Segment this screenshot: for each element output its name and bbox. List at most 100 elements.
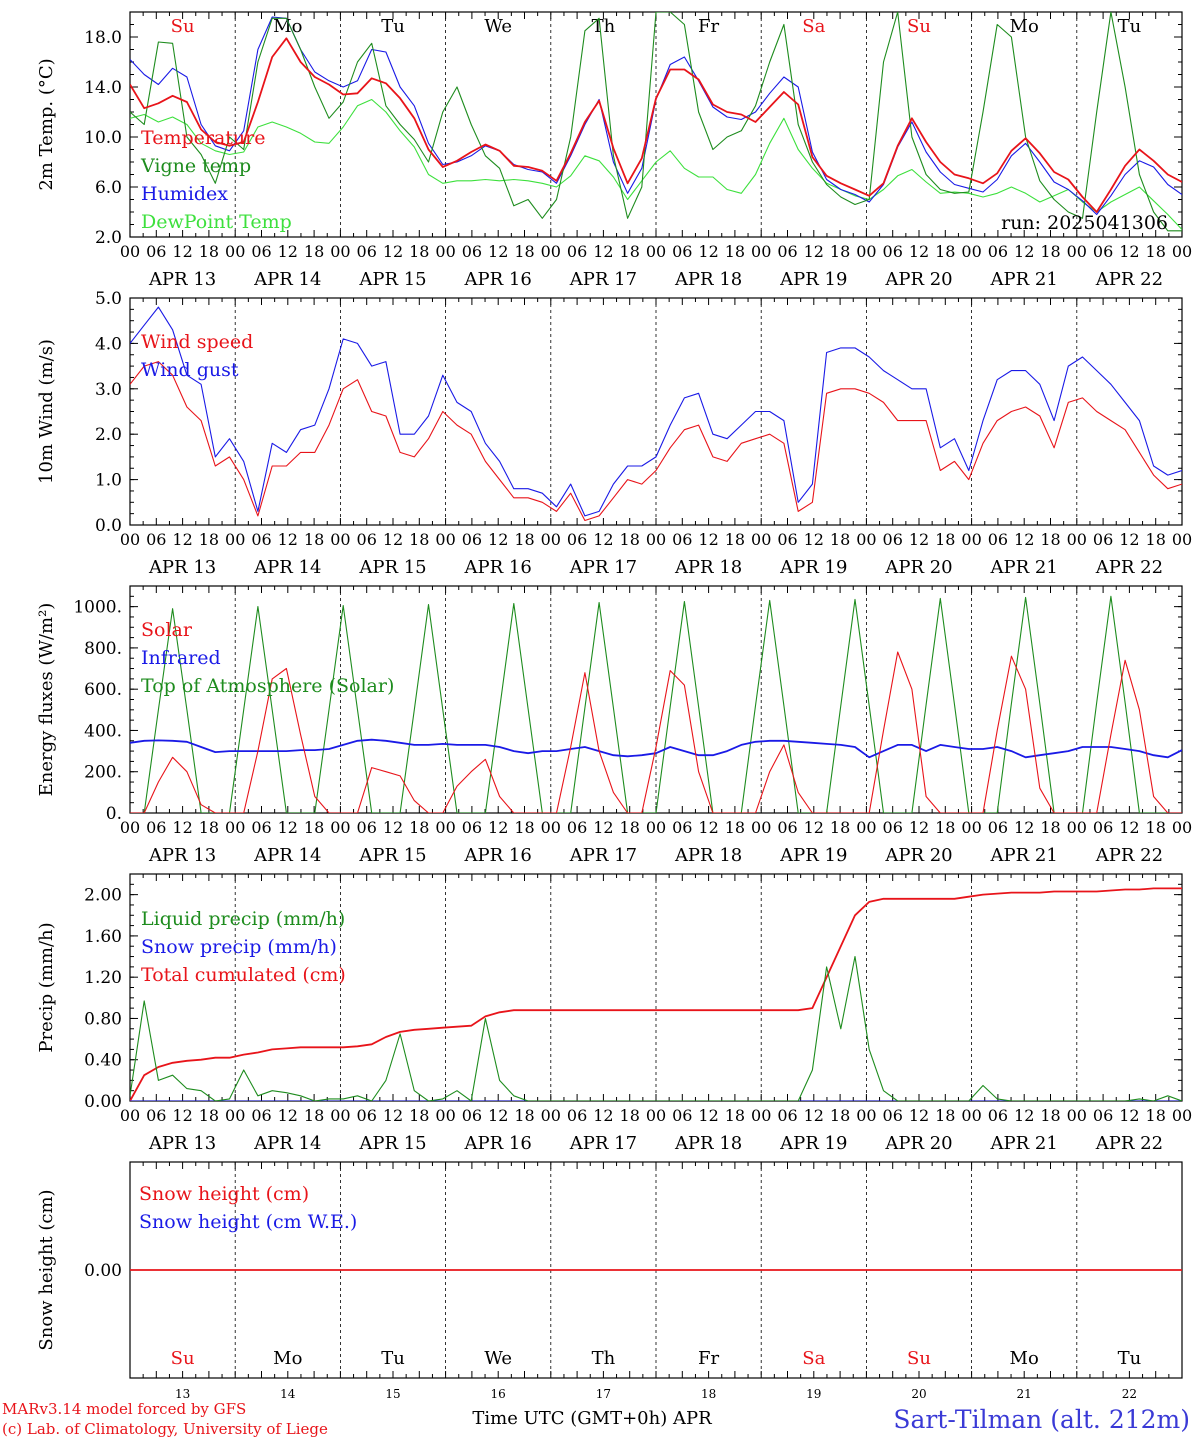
y-tick-label: 4.0 [95, 334, 122, 354]
hour-label: 06 [672, 818, 692, 837]
hour-label: 18 [409, 530, 429, 549]
hour-label: 06 [567, 1106, 587, 1125]
y-axis-label: Snow height (cm) [36, 1189, 57, 1350]
series-line-dewpoint-temp [130, 98, 1182, 230]
legend-entry: DewPoint Temp [141, 211, 292, 233]
y-tick-label: 800. [84, 639, 122, 659]
hour-label: 12 [698, 242, 718, 261]
date-label: APR 14 [253, 269, 321, 290]
date-label: APR 16 [464, 1133, 532, 1154]
hour-label: 18 [1146, 818, 1166, 837]
hour-label: 00 [1067, 242, 1087, 261]
hour-label: 18 [620, 530, 640, 549]
y-tick-label: 3.0 [95, 380, 122, 400]
hour-label: 06 [462, 1106, 482, 1125]
y-axis-label: Energy fluxes (W/m²) [36, 603, 57, 797]
legend-entry: Liquid precip (mm/h) [141, 908, 345, 930]
hour-label: 06 [988, 818, 1008, 837]
y-tick-label: 400. [84, 721, 122, 741]
y-tick-label: 10.0 [84, 128, 122, 148]
hour-label: 12 [278, 242, 298, 261]
temperature-panel: 2.0 6.0 10.0 14.0 18.0 2m Temp. (°C) 00 06 12 18 A… [36, 11, 1192, 290]
y-tick-label: 1.20 [84, 968, 122, 988]
hour-label: 18 [304, 530, 324, 549]
y-axis-label: Precip (mm/h) [36, 922, 57, 1052]
date-label: APR 16 [464, 845, 532, 866]
hour-label: 00 [435, 242, 455, 261]
hour-label: 06 [567, 242, 587, 261]
hour-label: 00 [1067, 530, 1087, 549]
hour-label: 12 [1014, 1106, 1034, 1125]
hour-label: 12 [804, 1106, 824, 1125]
hour-label: 06 [777, 1106, 797, 1125]
hour-label: 06 [146, 242, 166, 261]
hour-label: 06 [1093, 1106, 1113, 1125]
date-label: APR 19 [779, 557, 847, 578]
y-tick-label: 600. [84, 680, 122, 700]
legend-entry: Snow height (cm W.E.) [139, 1211, 357, 1233]
hour-label: 00 [435, 530, 455, 549]
hour-label: 12 [172, 242, 192, 261]
hour-label: 06 [251, 530, 271, 549]
hour-label: 00 [330, 242, 350, 261]
series-line-wind-speed [130, 361, 1182, 522]
hour-label: 00 [225, 818, 245, 837]
hour-label: 12 [1014, 530, 1034, 549]
y-tick-label: 0.00 [84, 1092, 122, 1112]
hour-label: 00 [1172, 242, 1192, 261]
hour-label: 06 [567, 818, 587, 837]
hour-label: 18 [935, 818, 955, 837]
hour-label: 18 [1040, 818, 1060, 837]
hour-label: 18 [1040, 1106, 1060, 1125]
hour-label: 12 [172, 530, 192, 549]
date-label: APR 16 [464, 269, 532, 290]
date-label: APR 21 [990, 1133, 1058, 1154]
day-number-label: 14 [280, 1387, 296, 1401]
hour-label: 06 [1093, 818, 1113, 837]
hour-label: 12 [488, 242, 508, 261]
hour-label: 18 [935, 1106, 955, 1125]
hour-label: 00 [961, 818, 981, 837]
hour-label: 18 [935, 242, 955, 261]
hour-label: 12 [172, 1106, 192, 1125]
hour-label: 00 [120, 242, 140, 261]
day-name-label: Tu [1118, 16, 1142, 37]
hour-label: 06 [146, 1106, 166, 1125]
hour-label: 00 [646, 242, 666, 261]
hour-label: 00 [330, 530, 350, 549]
hour-label: 00 [1172, 530, 1192, 549]
date-label: APR 22 [1095, 1133, 1163, 1154]
date-label: APR 16 [464, 557, 532, 578]
hour-label: 12 [804, 242, 824, 261]
hour-label: 12 [488, 530, 508, 549]
hour-label: 00 [541, 530, 561, 549]
y-tick-label: 2.00 [84, 886, 122, 906]
hour-label: 06 [988, 530, 1008, 549]
hour-label: 06 [672, 1106, 692, 1125]
hour-label: 06 [777, 242, 797, 261]
hour-label: 00 [751, 530, 771, 549]
hour-label: 00 [646, 1106, 666, 1125]
date-label: APR 14 [253, 557, 321, 578]
hour-label: 06 [672, 530, 692, 549]
day-name-label: Sa [802, 1348, 825, 1369]
date-label: APR 14 [253, 1133, 321, 1154]
hour-label: 18 [725, 530, 745, 549]
day-name-label: Sa [802, 16, 825, 37]
series-line-infrared [130, 738, 1182, 759]
hour-label: 12 [593, 242, 613, 261]
y-axis-label: 10m Wind (m/s) [36, 339, 57, 484]
hour-label: 18 [725, 1106, 745, 1125]
day-number-label: 19 [806, 1387, 821, 1401]
hour-label: 18 [1146, 1106, 1166, 1125]
hour-label: 18 [304, 242, 324, 261]
day-name-label: Mo [273, 1348, 302, 1369]
hour-label: 18 [409, 1106, 429, 1125]
hour-label: 06 [988, 1106, 1008, 1125]
legend-entry: Top of Atmosphere (Solar) [141, 675, 394, 697]
hour-label: 12 [383, 818, 403, 837]
hour-label: 18 [1146, 530, 1166, 549]
hour-label: 00 [1067, 1106, 1087, 1125]
hour-label: 06 [883, 530, 903, 549]
